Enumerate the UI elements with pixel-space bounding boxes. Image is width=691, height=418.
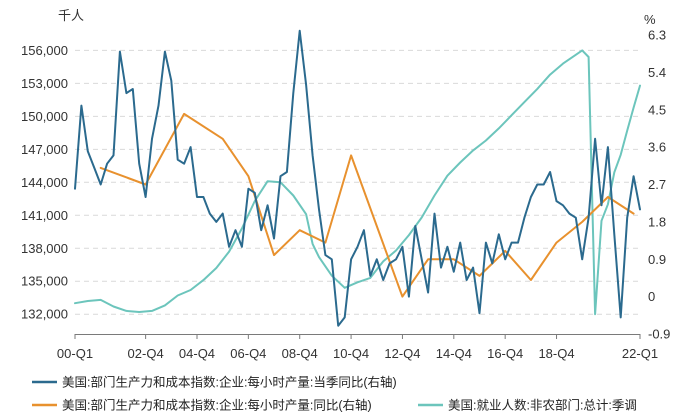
x-tick-label: 08-Q4 — [282, 346, 318, 361]
x-tick-label: 22-Q1 — [622, 346, 658, 361]
series-line-2 — [74, 49, 641, 316]
legend-label-quarterly-yoy: 美国:部门生产力和成本指数:企业:每小时产量:当季同比(右轴) — [62, 375, 397, 390]
left-tick-label: 156,000 — [21, 43, 68, 58]
right-tick-label: 1.8 — [648, 214, 666, 229]
series-lines — [74, 29, 641, 327]
legend-label-nonfarm: 美国:就业人数:非农部门:总计:季调 — [448, 398, 637, 413]
left-axis-unit: 千人 — [58, 8, 84, 23]
x-tick-label: 06-Q4 — [230, 346, 266, 361]
series-line-1 — [99, 112, 635, 298]
left-tick-label: 138,000 — [21, 241, 68, 256]
left-tick-label: 147,000 — [21, 142, 68, 157]
left-tick-label: 144,000 — [21, 175, 68, 190]
left-tick-label: 141,000 — [21, 208, 68, 223]
x-tick-label: 00-Q1 — [57, 346, 93, 361]
series-line-0 — [74, 29, 641, 327]
right-tick-label: 3.6 — [648, 140, 666, 155]
x-tick-label: 16-Q4 — [487, 346, 523, 361]
right-axis-unit: % — [644, 12, 656, 27]
left-axis-ticks: 132,000 135,000 138,000 141,000 144,000 147,0… — [21, 43, 68, 322]
right-tick-label: 6.3 — [648, 28, 666, 43]
right-tick-label: 0 — [648, 289, 655, 304]
left-tick-label: 150,000 — [21, 109, 68, 124]
right-tick-label: 0.9 — [648, 252, 666, 267]
left-tick-label: 135,000 — [21, 274, 68, 289]
right-tick-label: 4.5 — [648, 102, 666, 117]
right-axis-ticks: -0.9 0 0.9 1.8 2.7 3.6 4.5 5.4 6.3 — [648, 28, 670, 342]
left-tick-label: 132,000 — [21, 307, 68, 322]
x-axis-ticks: 00-Q1 02-Q4 04-Q4 06-Q4 08-Q4 10-Q4 12-Q4 14-Q4… — [57, 334, 658, 361]
gridlines — [75, 49, 640, 315]
right-tick-label: 2.7 — [648, 177, 666, 192]
x-tick-label: 10-Q4 — [333, 346, 369, 361]
x-tick-label: 02-Q4 — [128, 346, 164, 361]
legend: 美国:部门生产力和成本指数:企业:每小时产量:当季同比(右轴) 美国:部门生产力… — [32, 375, 637, 413]
right-tick-label: 5.4 — [648, 65, 666, 80]
x-tick-label: 14-Q4 — [436, 346, 472, 361]
x-tick-label: 04-Q4 — [179, 346, 215, 361]
right-tick-label: -0.9 — [648, 327, 670, 342]
x-tick-label: 12-Q4 — [384, 346, 420, 361]
x-tick-label: 18-Q4 — [538, 346, 574, 361]
legend-label-yoy: 美国:部门生产力和成本指数:企业:每小时产量:同比(右轴) — [62, 398, 372, 413]
left-tick-label: 153,000 — [21, 76, 68, 91]
